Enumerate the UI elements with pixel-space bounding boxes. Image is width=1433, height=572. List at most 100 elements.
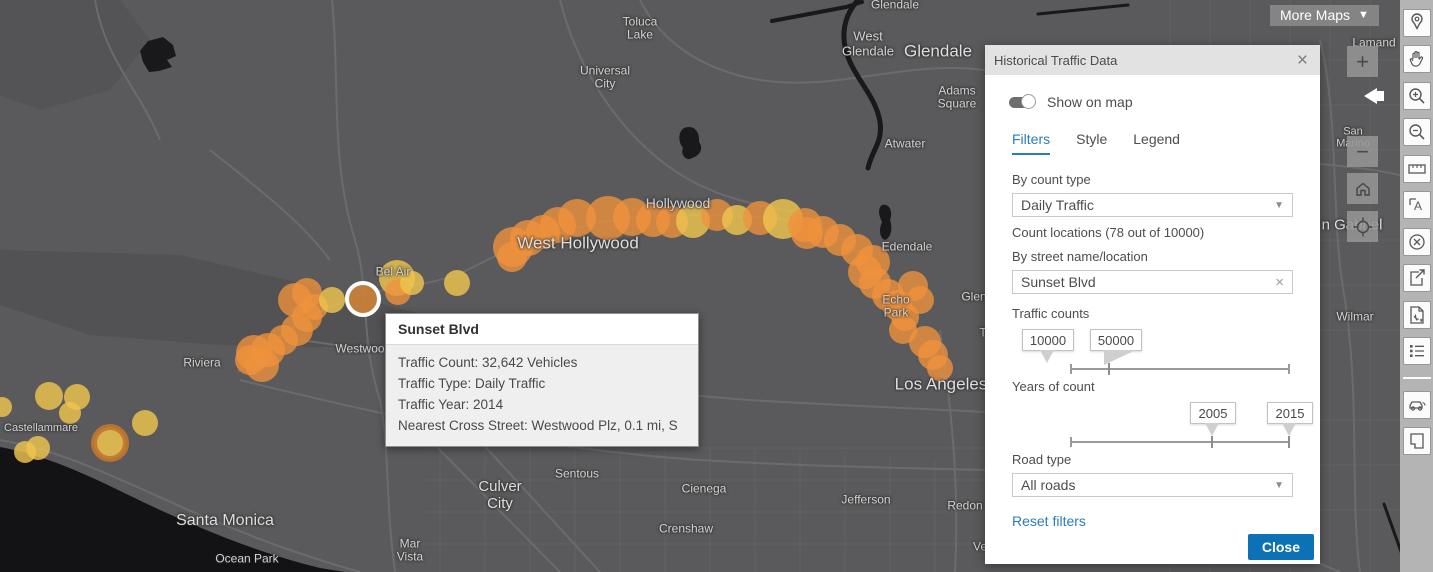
- svg-text:A: A: [1414, 199, 1422, 213]
- pan-hand-button[interactable]: [1402, 45, 1431, 73]
- panel-header: Historical Traffic Data ×: [985, 45, 1320, 75]
- panel-title: Historical Traffic Data: [994, 52, 1118, 68]
- slider-handle[interactable]: [1288, 436, 1290, 448]
- traffic-count-dot[interactable]: [400, 271, 424, 295]
- popup-field: Traffic Count: 32,642 Vehicles: [398, 355, 578, 370]
- slider-track[interactable]: [1070, 363, 1290, 375]
- popup-body: Traffic Count: 32,642 Vehicles Traffic Ty…: [386, 345, 698, 446]
- show-on-map-label: Show on map: [1047, 94, 1133, 110]
- traffic-count-dot[interactable]: [26, 436, 50, 460]
- text-label-button[interactable]: A: [1402, 191, 1431, 219]
- panel-tabs: Filters Style Legend: [1012, 131, 1293, 155]
- popup-field: Nearest Cross Street: Westwood Plz, 0.1 …: [398, 418, 678, 433]
- years-min-value[interactable]: 2005: [1190, 402, 1236, 424]
- callout-tail: [1104, 350, 1136, 365]
- clear-icon[interactable]: ×: [1275, 273, 1284, 291]
- popup-field: Traffic Type: Daily Traffic: [398, 376, 546, 391]
- location-pin-icon: [1410, 12, 1423, 30]
- traffic-counts-label: Traffic counts: [1012, 306, 1090, 321]
- close-icon[interactable]: ×: [1296, 49, 1308, 71]
- years-max-value[interactable]: 2015: [1267, 402, 1313, 424]
- notes-page-button[interactable]: [1402, 427, 1431, 455]
- measure-ruler-icon: [1407, 163, 1426, 174]
- road-type-select[interactable]: All roads ▼: [1012, 473, 1293, 497]
- toggle-knob: [1021, 93, 1036, 109]
- zoom-out-magnifier-button[interactable]: [1402, 118, 1431, 146]
- traffic-count-dot[interactable]: [927, 355, 953, 381]
- slider-handle[interactable]: [1211, 436, 1213, 448]
- tab-legend[interactable]: Legend: [1133, 131, 1180, 147]
- tab-filters[interactable]: Filters: [1012, 131, 1051, 155]
- right-toolbar: A: [1400, 0, 1433, 572]
- measure-ruler-button[interactable]: [1402, 154, 1431, 183]
- traffic-count-dot[interactable]: [319, 287, 345, 313]
- chevron-down-icon: ▼: [1274, 479, 1284, 491]
- traffic-count-dot[interactable]: [791, 217, 823, 249]
- collapse-toolbar-arrow-icon[interactable]: [1364, 88, 1384, 104]
- legend-list-button[interactable]: [1402, 337, 1431, 365]
- traffic-count-dot[interactable]: [132, 410, 158, 436]
- location-pin-button[interactable]: [1402, 8, 1431, 37]
- slider-handle[interactable]: [1108, 363, 1110, 375]
- delete-circle-x-icon: [1408, 233, 1425, 250]
- close-button[interactable]: Close: [1247, 534, 1314, 560]
- callout-tail: [1205, 423, 1219, 436]
- chevron-down-icon: ▼: [1274, 199, 1284, 211]
- reservoirs: [140, 37, 892, 240]
- home-icon: [1355, 182, 1370, 196]
- notes-page-icon: [1409, 433, 1424, 449]
- road-type-label: Road type: [1012, 452, 1072, 467]
- traffic-count-dot[interactable]: [444, 270, 470, 296]
- hills-shading: [0, 0, 150, 110]
- road-type-value: All roads: [1021, 477, 1076, 493]
- pdf-document-button[interactable]: [1402, 300, 1431, 329]
- street-input[interactable]: Sunset Blvd ×: [1012, 270, 1293, 294]
- historical-traffic-panel: Historical Traffic Data × Show on map Fi…: [985, 45, 1320, 564]
- minus-icon: −: [1356, 138, 1369, 164]
- reset-filters-link[interactable]: Reset filters: [1012, 513, 1086, 529]
- pdf-document-icon: [1409, 305, 1424, 324]
- years-label: Years of count: [1012, 379, 1095, 394]
- traffic-car-button[interactable]: [1402, 390, 1431, 419]
- share-export-button[interactable]: [1402, 264, 1431, 292]
- popup-title: Sunset Blvd: [386, 314, 698, 345]
- zoom-in-magnifier-button[interactable]: [1402, 81, 1431, 110]
- traffic-count-dots[interactable]: [0, 196, 953, 463]
- locate-button[interactable]: [1347, 211, 1378, 242]
- zoom-in-magnifier-icon: [1408, 87, 1425, 104]
- text-label-icon: A: [1408, 198, 1422, 213]
- traffic-counts-max-value[interactable]: 50000: [1090, 329, 1142, 351]
- traffic-counts-slider: 10000 50000: [1012, 325, 1293, 377]
- zoom-out-magnifier-icon: [1408, 124, 1425, 140]
- delete-circle-x-button[interactable]: [1402, 227, 1431, 256]
- traffic-counts-min-value[interactable]: 10000: [1022, 329, 1074, 351]
- popup-field: Traffic Year: 2014: [398, 397, 504, 412]
- show-on-map-toggle[interactable]: [1009, 93, 1036, 109]
- zoom-in-button[interactable]: +: [1347, 46, 1378, 77]
- more-maps-label: More Maps: [1280, 7, 1351, 23]
- crosshair-locate-icon: [1353, 217, 1372, 236]
- street-label: By street name/location: [1012, 249, 1148, 264]
- traffic-count-dot[interactable]: [91, 424, 129, 462]
- count-type-select[interactable]: Daily Traffic ▼: [1012, 193, 1293, 217]
- slider-track[interactable]: [1070, 436, 1290, 448]
- zoom-out-button[interactable]: −: [1347, 136, 1378, 167]
- traffic-count-dot[interactable]: [0, 397, 12, 417]
- selected-traffic-point[interactable]: [345, 281, 381, 317]
- map-popup: Sunset Blvd Traffic Count: 32,642 Vehicl…: [385, 313, 699, 447]
- traffic-count-dot[interactable]: [906, 286, 934, 314]
- traffic-car-icon: [1408, 400, 1426, 411]
- traffic-count-dot[interactable]: [35, 382, 63, 410]
- traffic-count-dot[interactable]: [59, 402, 81, 424]
- share-export-icon: [1409, 269, 1425, 286]
- traffic-count-dot[interactable]: [558, 199, 596, 237]
- river-rail-lines: [770, 0, 1406, 562]
- pan-hand-icon: [1409, 51, 1423, 67]
- tab-style[interactable]: Style: [1076, 131, 1108, 147]
- toolbar-divider: [1402, 377, 1431, 379]
- home-button[interactable]: [1347, 173, 1378, 204]
- more-maps-button[interactable]: More Maps ▼: [1270, 5, 1379, 26]
- callout-tail: [1040, 350, 1054, 363]
- street-input-value: Sunset Blvd: [1021, 274, 1096, 290]
